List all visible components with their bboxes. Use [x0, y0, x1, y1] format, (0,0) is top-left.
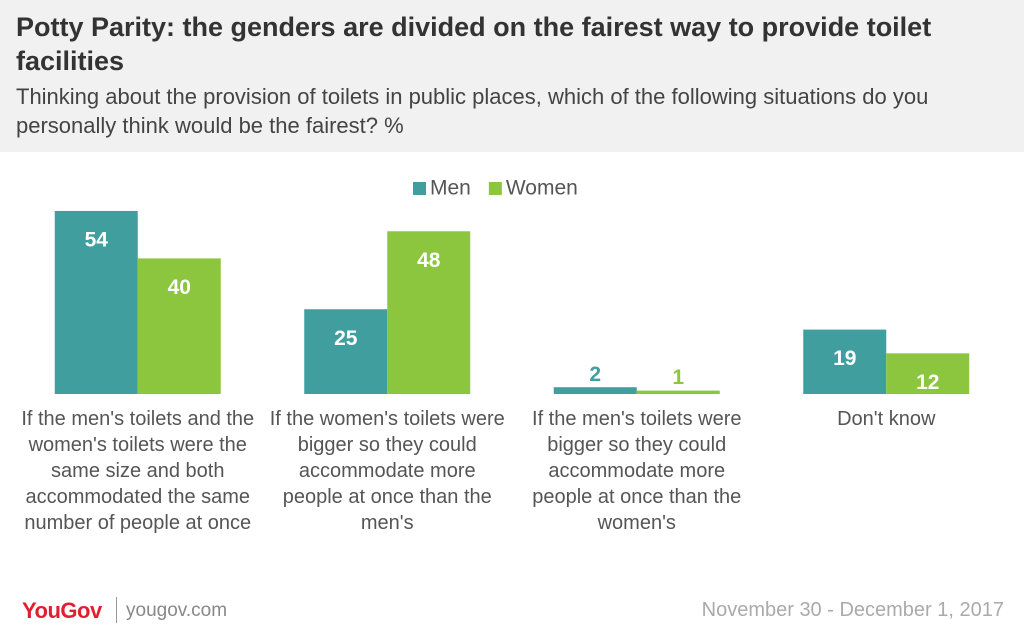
- separator: [116, 597, 117, 623]
- header: [0, 0, 1024, 152]
- bar: [387, 231, 471, 394]
- bar: [54, 210, 138, 394]
- data-label: 2: [589, 363, 601, 386]
- bar: [886, 353, 970, 394]
- x-tick-label: If the women's toilets were bigger so th…: [269, 408, 505, 534]
- site: yougov.com: [126, 600, 228, 621]
- chart-title: Potty Parity: the genders are divided on…: [16, 12, 932, 76]
- data-label: 1: [672, 366, 684, 389]
- bar: [304, 309, 388, 394]
- bar: [553, 387, 637, 394]
- legend-label: Women: [506, 177, 578, 200]
- x-tick-label: Don't know: [837, 408, 936, 430]
- x-tick-label: If the men's toilets were bigger so they…: [532, 408, 742, 534]
- data-label: 48: [417, 249, 441, 272]
- data-label: 40: [168, 276, 191, 299]
- bar: [803, 329, 887, 394]
- legend-swatch: [488, 182, 502, 195]
- legend-swatch: [413, 182, 426, 195]
- data-label: 25: [334, 327, 358, 350]
- logo: YouGov: [22, 598, 102, 623]
- date: November 30 - December 1, 2017: [701, 599, 1004, 621]
- legend-label: Men: [430, 177, 471, 200]
- x-tick-label: If the men's toilets and the women's toi…: [21, 408, 255, 534]
- data-label: 19: [833, 347, 856, 370]
- bar: [636, 390, 720, 394]
- bar: [137, 258, 221, 394]
- chart-subtitle: Thinking about the provision of toilets …: [16, 84, 929, 138]
- data-label: 12: [916, 371, 939, 394]
- data-label: 54: [85, 228, 109, 251]
